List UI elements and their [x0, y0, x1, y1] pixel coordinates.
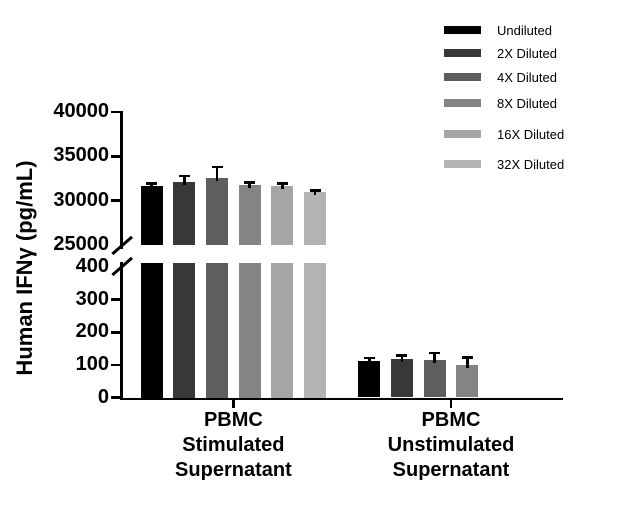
error-bar-stem-4x-diluted-pbmc-stimulated-supernatant [215, 166, 219, 182]
error-bar-stem-8x-diluted-pbmc-unstimulated-supernatant [466, 357, 469, 369]
legend-item-2x-diluted: 2X Diluted [444, 43, 557, 63]
x-axis-label-line: Supernatant [175, 459, 292, 481]
legend-item-undiluted: Undiluted [444, 20, 552, 40]
y-tick-30000 [111, 199, 120, 202]
y-tick-200 [111, 331, 120, 334]
bar-4x-diluted-pbmc-stimulated-supernatant-upper [206, 178, 229, 245]
error-bar-cap-2x-diluted-pbmc-stimulated-supernatant [178, 174, 190, 177]
bar-16x-diluted-pbmc-stimulated-supernatant-upper [271, 185, 294, 245]
legend-item-32x-diluted: 32X Diluted [444, 154, 564, 174]
x-axis-label-line: Stimulated [182, 434, 285, 456]
bar-2x-diluted-pbmc-stimulated-supernatant-lower [173, 263, 196, 398]
error-bar-stem-16x-diluted-pbmc-stimulated-supernatant [281, 183, 284, 189]
x-tick-pbmc-stimulated-supernatant [232, 400, 235, 408]
y-axis-upper-segment [120, 111, 123, 249]
x-axis-label-pbmc-unstimulated-supernatant: PBMC Unstimulated Supernatant [341, 408, 561, 483]
y-tick-40000 [111, 110, 120, 114]
error-bar-stem-2x-diluted-pbmc-stimulated-supernatant [183, 175, 186, 186]
legend-item-4x-diluted: 4X Diluted [444, 67, 557, 87]
bar-8x-diluted-pbmc-unstimulated-supernatant [456, 365, 479, 398]
error-bar-cap-undiluted-pbmc-unstimulated-supernatant [363, 356, 375, 360]
error-bar-stem-32x-diluted-pbmc-stimulated-supernatant [313, 190, 317, 196]
y-tick-label-200: 200 [75, 320, 109, 343]
bar-8x-diluted-pbmc-stimulated-supernatant-upper [238, 184, 261, 245]
bar-2x-diluted-pbmc-stimulated-supernatant-upper [173, 182, 196, 245]
legend-swatch-2x-diluted [444, 49, 481, 57]
error-bar-cap-4x-diluted-pbmc-stimulated-supernatant [211, 165, 223, 169]
error-bar-stem-4x-diluted-pbmc-unstimulated-supernatant [433, 352, 436, 363]
bar-2x-diluted-pbmc-unstimulated-supernatant [390, 359, 413, 398]
error-bar-cap-2x-diluted-pbmc-unstimulated-supernatant [396, 354, 408, 357]
x-axis-label-line: PBMC [421, 409, 481, 431]
y-tick-label-300: 300 [75, 287, 109, 310]
y-axis-lower-segment [120, 262, 123, 400]
error-bar-stem-undiluted-pbmc-unstimulated-supernatant [368, 358, 371, 365]
legend-label-4x-diluted: 4X Diluted [497, 69, 557, 85]
legend-swatch-4x-diluted [444, 73, 481, 81]
x-axis-label-line: PBMC [203, 409, 263, 431]
legend-swatch-32x-diluted [444, 160, 481, 168]
y-tick-label-25000: 25000 [53, 233, 109, 255]
bar-4x-diluted-pbmc-stimulated-supernatant-lower [206, 263, 229, 398]
error-bar-stem-undiluted-pbmc-stimulated-supernatant [150, 183, 153, 189]
legend-item-16x-diluted: 16X Diluted [444, 124, 564, 144]
y-tick-label-400: 400 [75, 255, 109, 277]
y-tick-label-40000: 40000 [53, 100, 109, 122]
y-tick-0 [111, 396, 120, 399]
error-bar-cap-16x-diluted-pbmc-stimulated-supernatant [276, 182, 288, 185]
error-bar-cap-32x-diluted-pbmc-stimulated-supernatant [309, 189, 321, 192]
y-tick-label-30000: 30000 [53, 188, 109, 211]
bar-undiluted-pbmc-unstimulated-supernatant [358, 361, 381, 398]
error-bar-cap-undiluted-pbmc-stimulated-supernatant [146, 182, 158, 185]
legend-swatch-undiluted [444, 26, 481, 34]
bar-undiluted-pbmc-stimulated-supernatant-upper [140, 185, 163, 245]
error-bar-cap-8x-diluted-pbmc-stimulated-supernatant [244, 181, 256, 184]
error-bar-stem-8x-diluted-pbmc-stimulated-supernatant [248, 182, 251, 188]
y-tick-100 [111, 363, 120, 367]
bar-16x-diluted-pbmc-stimulated-supernatant-lower [271, 263, 294, 398]
legend-label-8x-diluted: 8X Diluted [497, 95, 557, 111]
y-tick-label-0: 0 [97, 385, 109, 408]
bar-8x-diluted-pbmc-stimulated-supernatant-lower [238, 263, 261, 398]
y-tick-300 [111, 298, 120, 301]
legend-label-2x-diluted: 2X Diluted [497, 45, 557, 61]
error-bar-cap-8x-diluted-pbmc-unstimulated-supernatant [461, 356, 473, 359]
legend-label-16x-diluted: 16X Diluted [497, 126, 565, 142]
legend-swatch-8x-diluted [444, 99, 481, 107]
legend-label-32x-diluted: 32X Diluted [497, 156, 565, 172]
legend-item-8x-diluted: 8X Diluted [444, 93, 557, 113]
y-tick-label-100: 100 [75, 352, 109, 375]
x-axis-label-pbmc-stimulated-supernatant: PBMC Stimulated Supernatant [123, 408, 343, 483]
bar-32x-diluted-pbmc-stimulated-supernatant-lower [304, 263, 327, 398]
legend-label-undiluted: Undiluted [497, 22, 552, 38]
y-tick-35000 [111, 155, 120, 158]
x-axis-label-line: Supernatant [392, 459, 510, 481]
y-tick-label-35000: 35000 [53, 144, 109, 167]
x-axis-label-line: Unstimulated [387, 434, 515, 456]
legend-swatch-16x-diluted [444, 130, 481, 138]
bar-4x-diluted-pbmc-unstimulated-supernatant [423, 359, 446, 398]
error-bar-cap-4x-diluted-pbmc-unstimulated-supernatant [429, 351, 441, 355]
error-bar-stem-2x-diluted-pbmc-unstimulated-supernatant [400, 355, 404, 362]
bar-32x-diluted-pbmc-stimulated-supernatant-upper [304, 192, 327, 245]
x-tick-pbmc-unstimulated-supernatant [449, 400, 453, 408]
x-axis [120, 397, 563, 400]
bar-undiluted-pbmc-stimulated-supernatant-lower [140, 263, 163, 398]
